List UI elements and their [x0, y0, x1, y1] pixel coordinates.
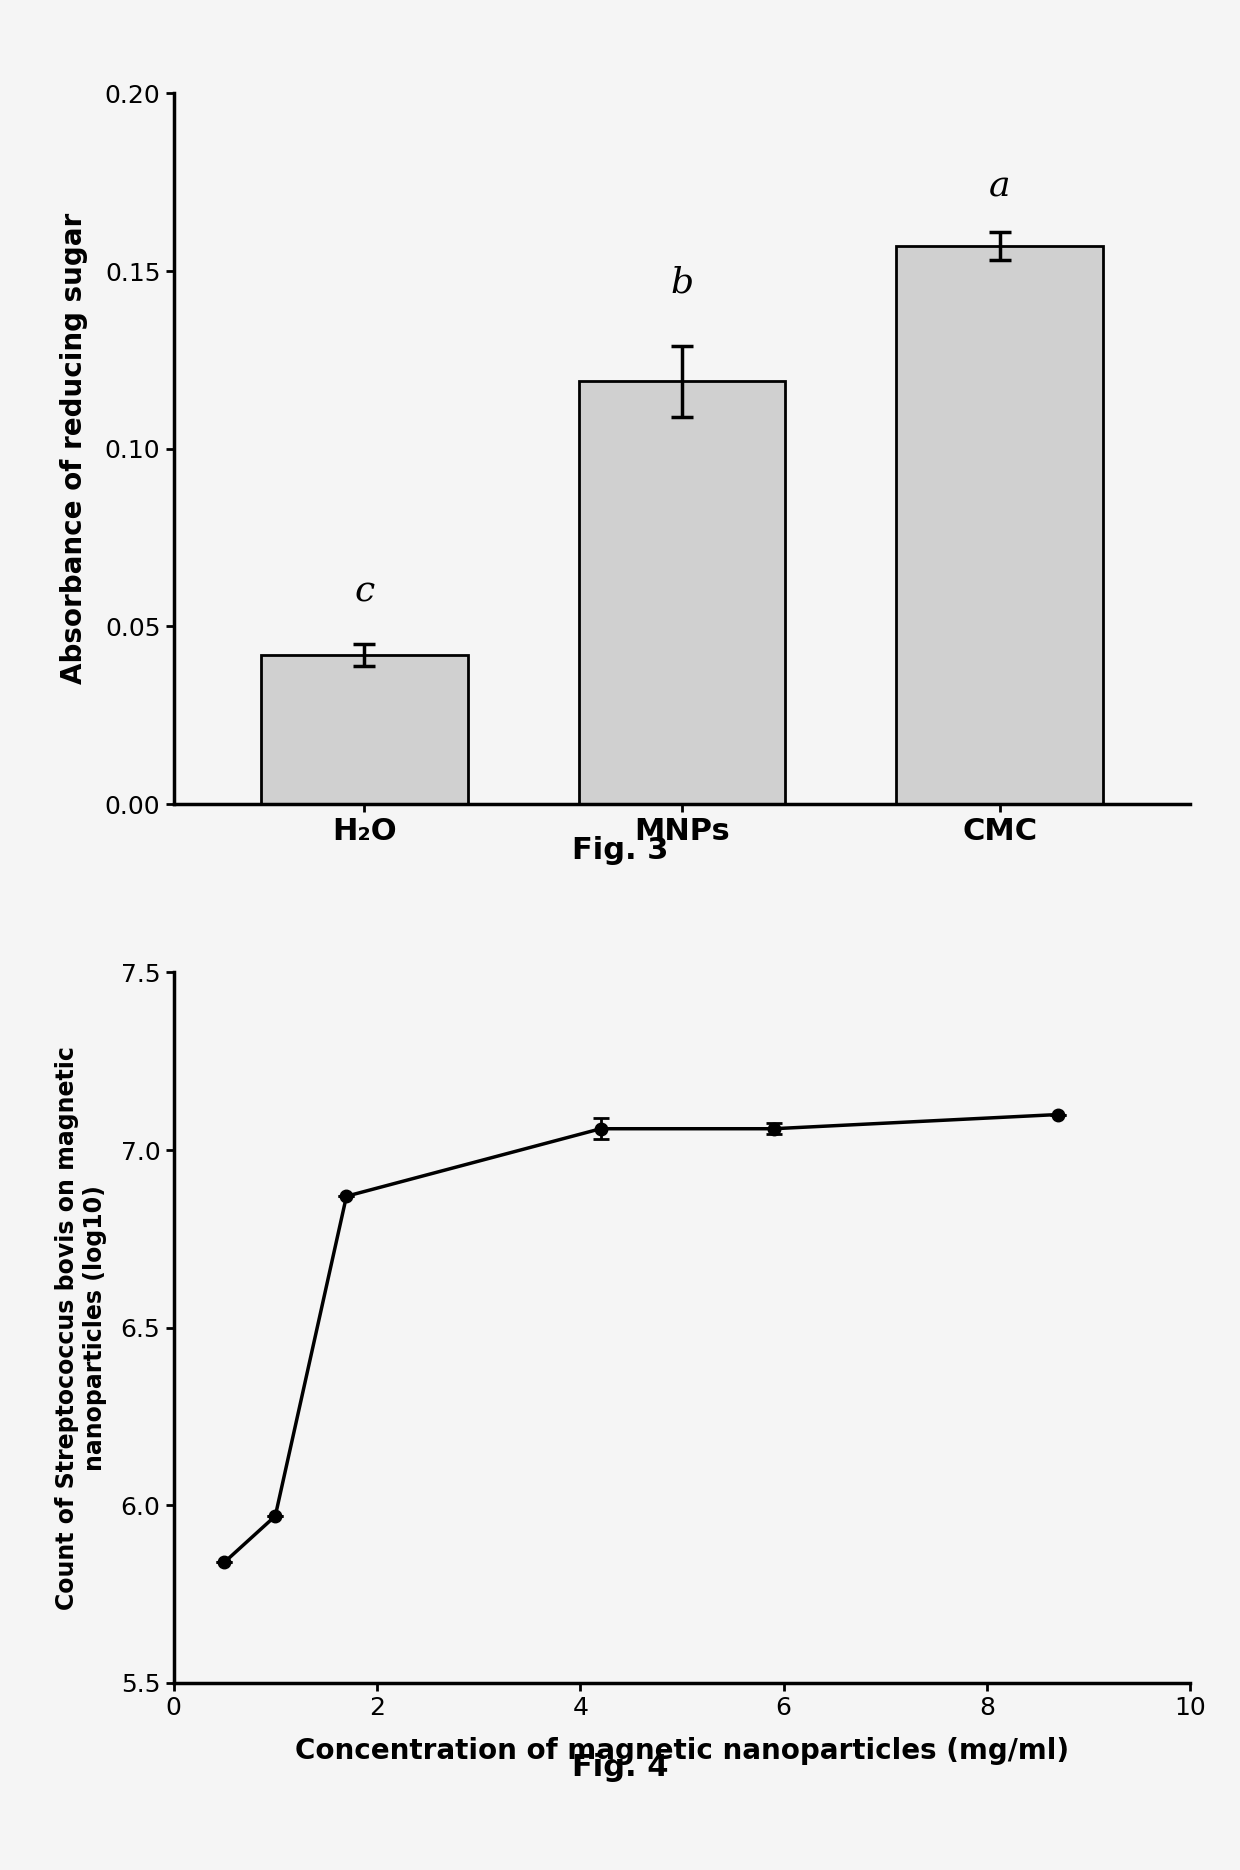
X-axis label: Concentration of magnetic nanoparticles (mg/ml): Concentration of magnetic nanoparticles … — [295, 1737, 1069, 1765]
Text: b: b — [671, 266, 693, 299]
Bar — [897, 247, 1104, 804]
Text: a: a — [990, 170, 1011, 204]
Text: Fig. 4: Fig. 4 — [572, 1752, 668, 1782]
Bar — [260, 654, 467, 804]
Y-axis label: Absorbance of reducing sugar: Absorbance of reducing sugar — [60, 213, 88, 684]
Bar — [579, 381, 785, 804]
Text: Fig. 3: Fig. 3 — [572, 836, 668, 866]
Y-axis label: Count of Streptococcus bovis on magnetic
nanoparticles (log10): Count of Streptococcus bovis on magnetic… — [55, 1045, 107, 1610]
Text: c: c — [355, 574, 374, 608]
